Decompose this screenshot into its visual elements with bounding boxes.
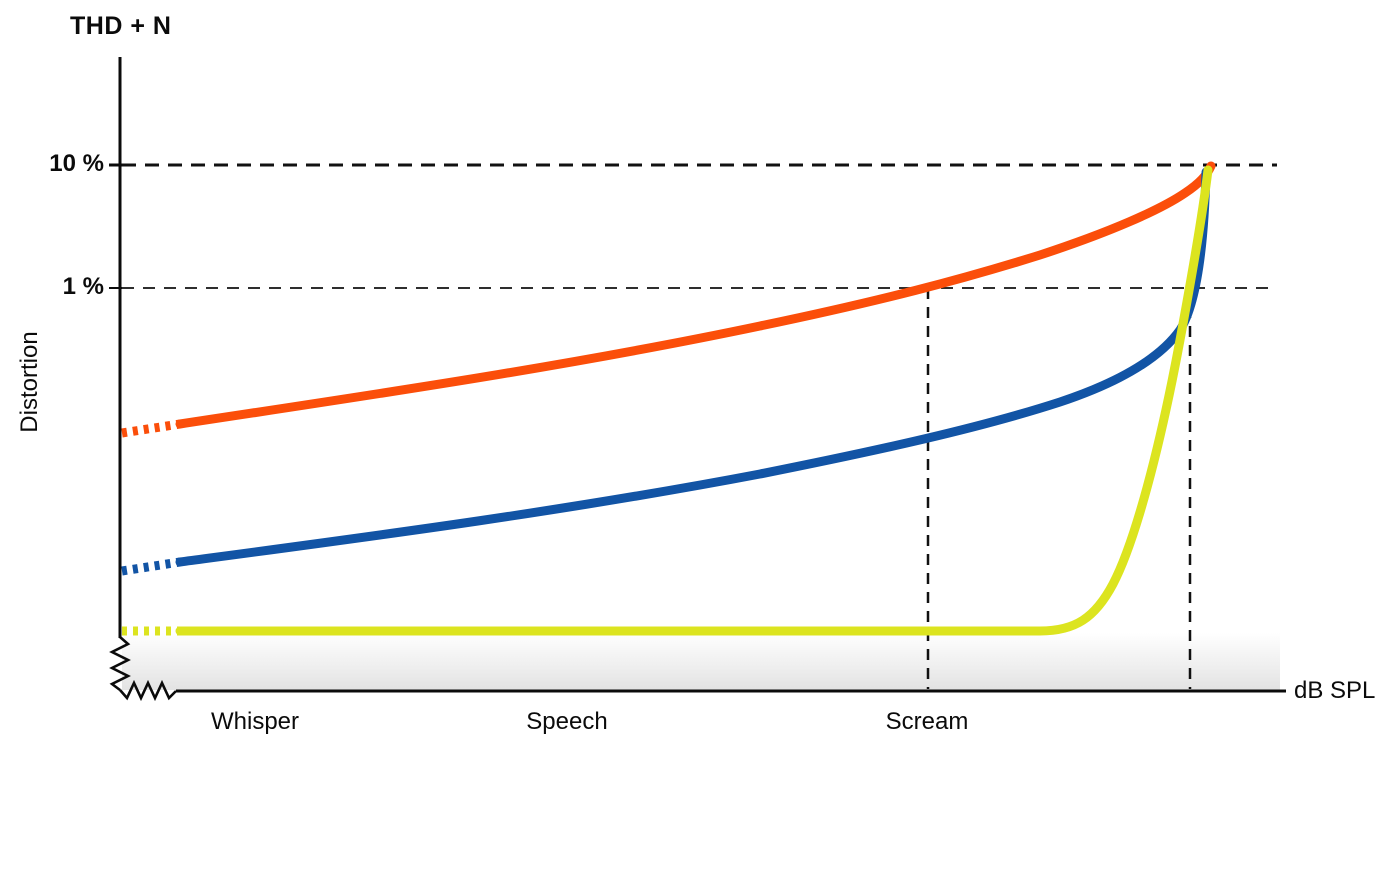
x-axis-break-zigzag [119, 679, 177, 702]
x-category-whisper: Whisper [210, 708, 300, 735]
y-axis-label: Distortion [16, 331, 43, 433]
y-axis-break-zigzag [109, 636, 131, 692]
curve-core [175, 167, 1211, 567]
noise-floor-gradient-band [122, 633, 1280, 690]
chart-title: THD + N [70, 12, 172, 40]
y-tick-label-1pct: 1 % [62, 273, 104, 300]
x-category-speech: Speech [526, 708, 608, 735]
legend: 2061 c [0, 826, 1380, 892]
curve-core-plus [175, 165, 1213, 636]
curve-2061 [175, 161, 1216, 429]
y-tick-label-10pct: 10 % [49, 150, 104, 177]
x-axis-label: dB SPL [1294, 677, 1376, 704]
x-category-scream: Scream [885, 708, 969, 735]
curve-core-dotted-leadin [121, 557, 181, 576]
curve-2061-dotted-leadin [121, 419, 181, 438]
